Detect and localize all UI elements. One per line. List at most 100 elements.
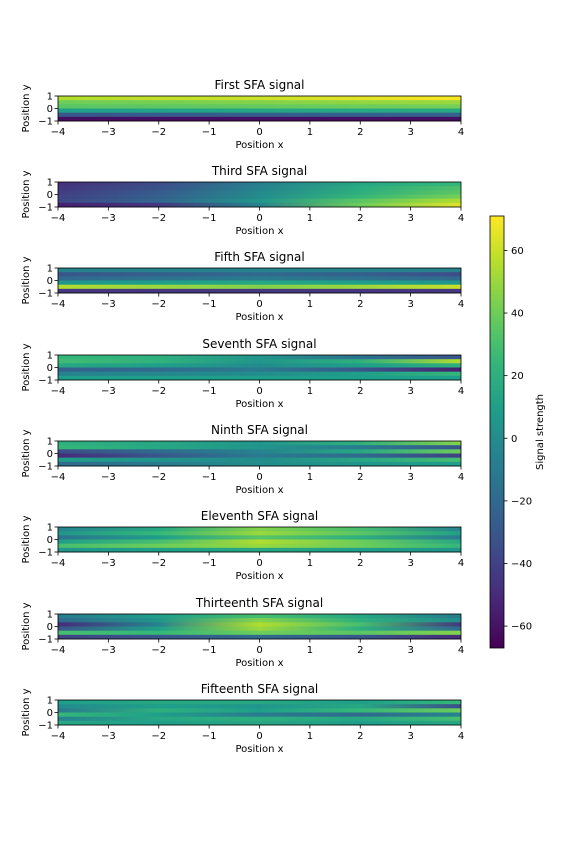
heatmap-band (58, 535, 461, 540)
subplot-title: Ninth SFA signal (211, 423, 308, 437)
heatmap-band (58, 100, 461, 105)
x-tick-label: 0 (256, 472, 262, 483)
y-tick-label: 0 (47, 276, 53, 287)
subplot-title: Eleventh SFA signal (201, 509, 318, 523)
x-tick-label: 1 (307, 472, 313, 483)
heatmap-band (58, 445, 461, 450)
x-tick-label: 3 (407, 472, 413, 483)
heatmap-band (58, 449, 461, 454)
colorbar-scale (489, 215, 505, 649)
x-tick-label: −3 (101, 558, 116, 569)
y-tick-label: 1 (47, 264, 53, 275)
heatmap-band (58, 182, 461, 187)
heatmap-band (58, 112, 461, 118)
x-tick-label: 4 (458, 127, 464, 138)
x-tick-label: −3 (101, 472, 116, 483)
x-tick-label: −4 (51, 127, 66, 138)
y-tick-label: 1 (47, 351, 53, 362)
x-tick-label: 2 (357, 213, 363, 224)
x-tick-label: −4 (51, 645, 66, 656)
heatmap-band (58, 268, 461, 273)
y-axis-label: Position y (21, 429, 32, 477)
y-tick-label: 0 (47, 449, 53, 460)
x-tick-label: 1 (307, 299, 313, 310)
heatmap-band (58, 104, 461, 109)
heatmap-band (58, 543, 461, 549)
x-tick-label: −3 (101, 645, 116, 656)
x-tick-label: 3 (407, 213, 413, 224)
heatmap-band (58, 626, 461, 632)
heatmap-band (58, 453, 461, 459)
x-tick-label: −1 (202, 213, 217, 224)
x-tick-label: −1 (202, 299, 217, 310)
x-tick-label: −4 (51, 386, 66, 397)
heatmap-band (58, 116, 461, 122)
heatmap-band (58, 630, 461, 636)
x-tick-label: −2 (151, 299, 166, 310)
heatmap-band (58, 276, 461, 281)
heatmap-band (58, 712, 461, 718)
y-tick-label: 1 (47, 696, 53, 707)
colorbar-tick-label: −60 (511, 622, 532, 633)
y-tick-label: 0 (47, 104, 53, 115)
x-tick-label: −1 (202, 558, 217, 569)
x-tick-label: 3 (407, 731, 413, 742)
x-tick-label: 4 (458, 731, 464, 742)
y-axis-label: Position y (21, 84, 32, 132)
heatmap-band (58, 371, 461, 377)
x-tick-label: 0 (256, 558, 262, 569)
x-tick-label: −4 (51, 558, 66, 569)
subplot-title: Fifth SFA signal (214, 250, 304, 264)
x-tick-label: 4 (458, 558, 464, 569)
y-tick-label: −1 (38, 289, 53, 300)
colorbar-tick-label: 60 (511, 246, 524, 257)
heatmap-band (58, 198, 461, 204)
heatmap-band (58, 704, 461, 709)
x-tick-label: −2 (151, 386, 166, 397)
heatmap-band (58, 622, 461, 627)
colorbar-tick-label: 0 (511, 434, 517, 445)
x-axis-label: Position x (235, 485, 283, 496)
y-tick-label: −1 (38, 548, 53, 559)
x-tick-label: 3 (407, 127, 413, 138)
colorbar-tick-label: 40 (511, 309, 524, 320)
x-axis-label: Position x (235, 226, 283, 237)
x-tick-label: −3 (101, 213, 116, 224)
x-tick-label: −4 (51, 213, 66, 224)
x-tick-label: 1 (307, 558, 313, 569)
y-tick-label: 1 (47, 92, 53, 103)
x-tick-label: 2 (357, 645, 363, 656)
x-axis-label: Position x (235, 571, 283, 582)
y-tick-label: 1 (47, 437, 53, 448)
y-axis-label: Position y (21, 343, 32, 391)
heatmap-band (58, 720, 461, 726)
heatmap-band (58, 618, 461, 623)
y-tick-label: 0 (47, 363, 53, 374)
colorbar: −60 −40 −20 0 20 40 60 Signal strength (489, 215, 546, 649)
heatmap-band (58, 716, 461, 722)
x-tick-label: 3 (407, 386, 413, 397)
y-tick-label: −1 (38, 117, 53, 128)
x-tick-label: −4 (51, 731, 66, 742)
y-axis-label: Position y (21, 256, 32, 304)
heatmap-band (58, 186, 461, 191)
x-tick-label: 2 (357, 299, 363, 310)
heatmap-band (58, 108, 461, 114)
x-tick-label: −4 (51, 472, 66, 483)
x-tick-label: −3 (101, 386, 116, 397)
y-axis-label: Position y (21, 602, 32, 650)
x-axis-label: Position x (235, 140, 283, 151)
x-tick-label: −2 (151, 213, 166, 224)
y-axis-label: Position y (21, 688, 32, 736)
y-tick-label: 1 (47, 178, 53, 189)
x-tick-label: 4 (458, 213, 464, 224)
heatmap-band (58, 527, 461, 532)
heatmap-band (58, 288, 461, 294)
x-tick-label: −3 (101, 299, 116, 310)
